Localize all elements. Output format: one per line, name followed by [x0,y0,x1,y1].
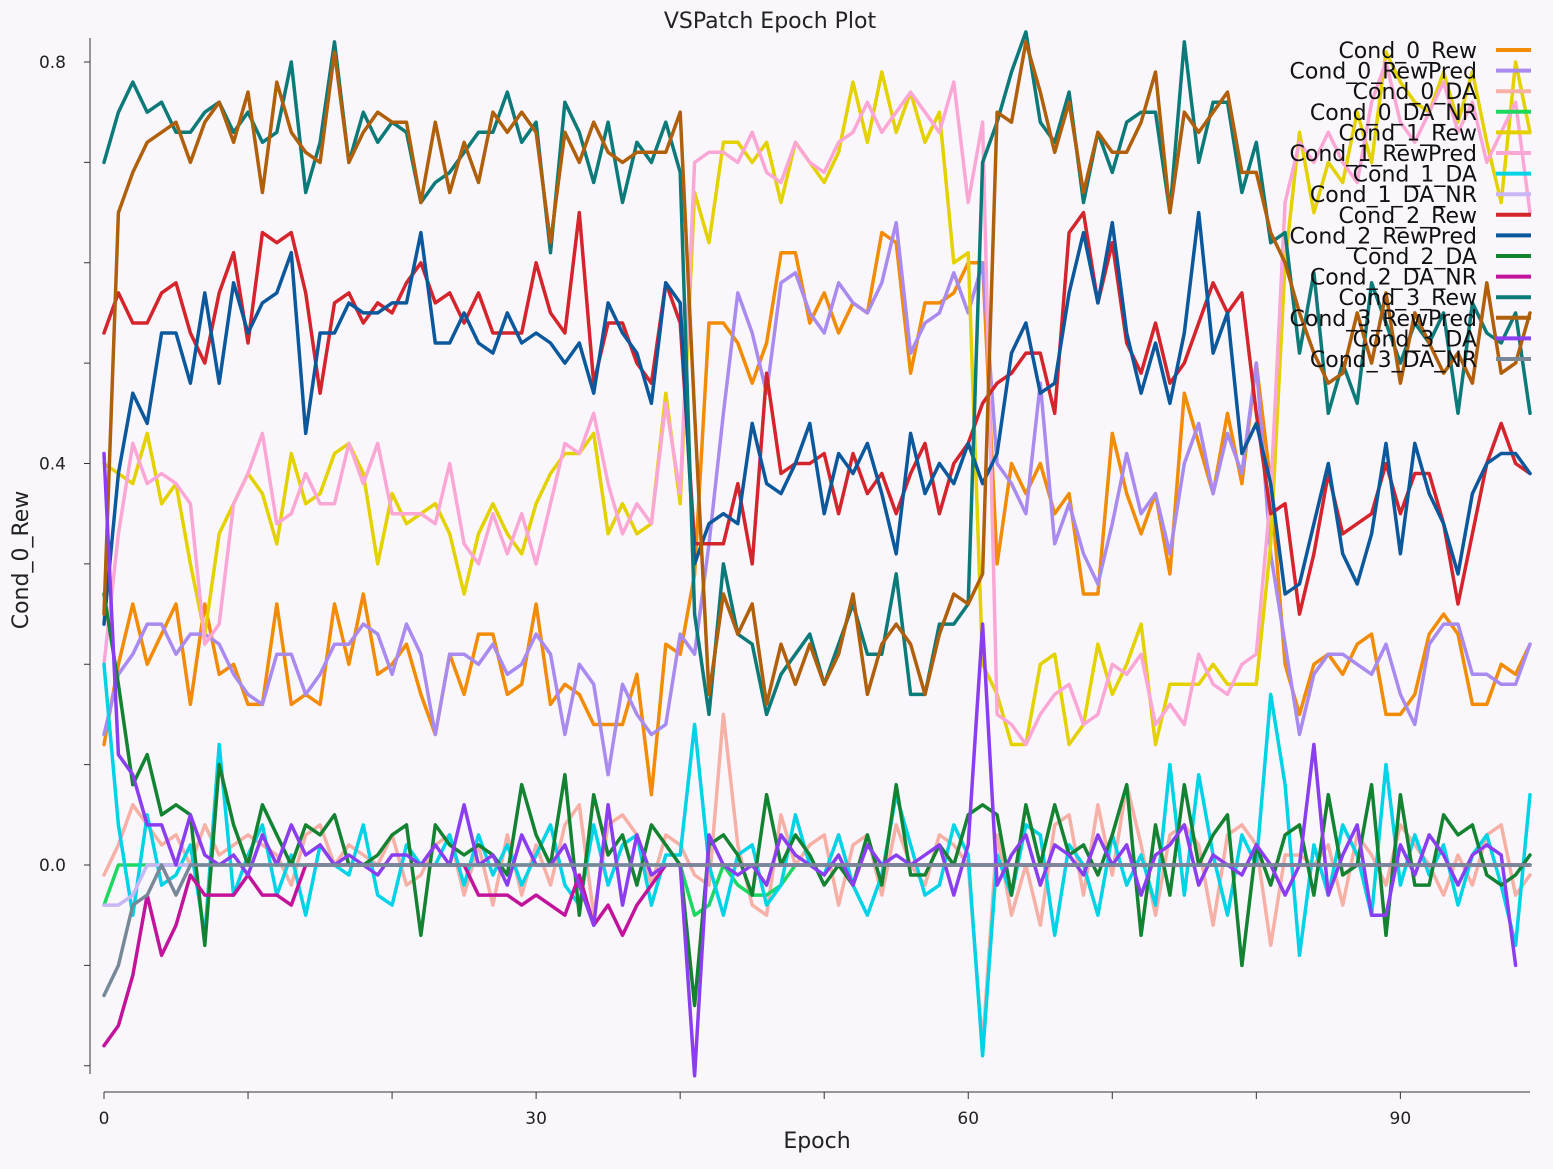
chart-title: VSPatch Epoch Plot [664,9,877,34]
y-tick-label: 0.0 [39,856,66,876]
legend-label: Cond_2_DA_NR [1310,266,1477,291]
series-line-cond-3-da-nr [102,863,1532,998]
legend-label: Cond_0_RewPred [1290,60,1478,85]
legend-label: Cond_3_RewPred [1290,307,1478,332]
series-line-cond-1-rew [102,50,1532,747]
legend-label: Cond_2_DA [1353,245,1477,270]
x-tick-label: 90 [1390,1109,1412,1129]
series-line-cond-1-rewpred [102,60,1532,747]
legend-label: Cond_1_DA_NR [1310,183,1477,208]
series-layer [102,30,1532,1078]
legend-label: Cond_3_DA_NR [1310,348,1477,373]
legend-label: Cond_3_DA [1353,327,1477,352]
y-axis-label: Cond_0_Rew [9,491,34,630]
x-tick-label: 60 [957,1109,979,1129]
legend-label: Cond_1_Rew [1338,121,1477,146]
legend-label: Cond_2_RewPred [1290,224,1478,249]
x-tick-label: 30 [525,1109,547,1129]
legend-label: Cond_1_DA [1353,163,1477,188]
y-tick-label: 0.4 [39,455,66,475]
legend-label: Cond_0_DA [1353,80,1477,105]
legend-label: Cond_0_Rew [1338,39,1477,64]
series-line-cond-2-rewpred [102,210,1532,626]
legend-label: Cond_0_DA_NR [1310,101,1477,126]
legend: Cond_0_RewCond_0_RewPredCond_0_DACond_0_… [1290,39,1531,373]
legend-label: Cond_1_RewPred [1290,142,1478,167]
series-line-cond-2-da-nr [102,863,1532,1048]
series-line-cond-3-rewpred [102,40,1532,707]
axes: 0.0 0.4 0.8 0 30 60 90 [39,38,1530,1129]
x-axis-label: Epoch [783,1129,850,1154]
x-tick-label: 0 [99,1109,110,1129]
y-tick-label: 0.8 [39,53,66,73]
series-line-cond-3-da [102,451,1518,1078]
legend-label: Cond_2_Rew [1338,204,1477,229]
series-line-cond-0-rewpred [102,220,1532,777]
legend-label: Cond_3_Rew [1338,286,1477,311]
